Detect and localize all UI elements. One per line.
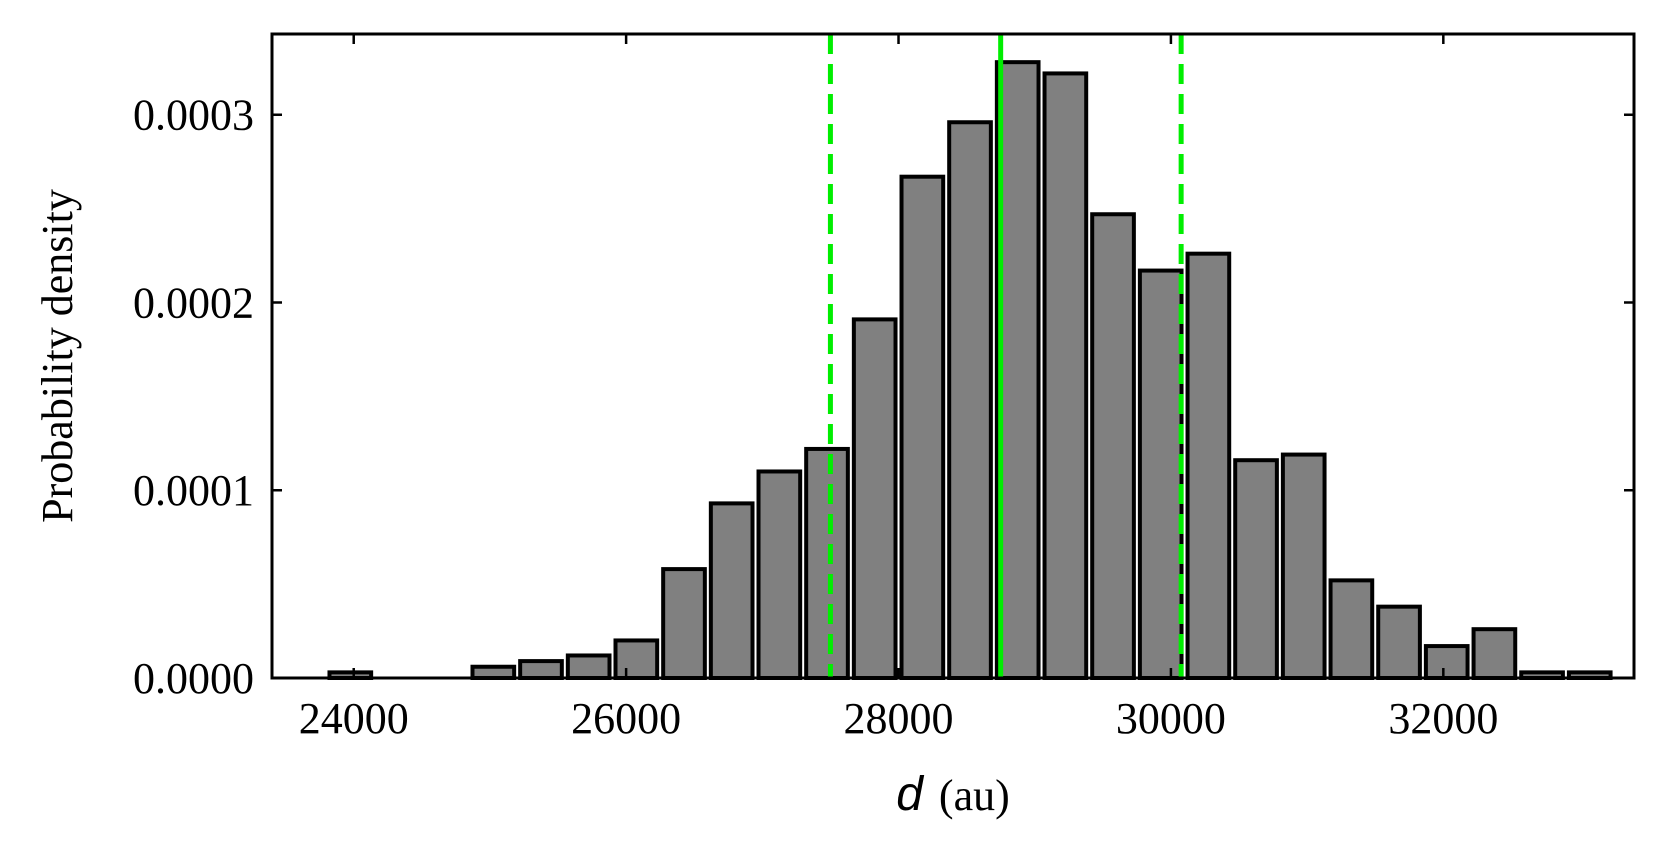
histogram-bar — [1042, 71, 1089, 680]
histogram-bar — [1233, 458, 1279, 680]
histogram-bar — [899, 174, 946, 680]
plot-frame — [270, 32, 1636, 680]
bars-group — [327, 60, 1613, 681]
histogram-bar — [470, 664, 517, 680]
histogram-bar — [804, 446, 850, 680]
histogram-bar — [1090, 212, 1136, 680]
histogram-bar — [1471, 627, 1518, 680]
y-tick-label: 0.0000 — [133, 654, 254, 703]
y-axis-label: Probability density — [33, 189, 82, 523]
histogram-bar — [661, 567, 707, 681]
x-tick-label: 30000 — [1116, 694, 1226, 743]
histogram-bar — [1423, 644, 1470, 680]
y-tick-label: 0.0003 — [133, 91, 254, 140]
y-tick-labels: 0.0000 0.0001 0.0002 0.0003 — [133, 91, 254, 703]
histogram-bar — [994, 60, 1041, 680]
reference-lines-group — [827, 34, 1184, 678]
x-axis-label: d (au) — [896, 768, 1010, 821]
histogram-bar — [1185, 251, 1232, 680]
histogram-bar — [1328, 578, 1375, 681]
x-axis-label-unit: (au) — [939, 771, 1010, 820]
histogram-bar — [708, 501, 755, 680]
y-tick-label: 0.0001 — [133, 466, 254, 515]
x-tick-labels: 24000 26000 28000 30000 32000 — [299, 694, 1499, 743]
histogram-bar — [756, 469, 803, 680]
histogram-bar — [947, 120, 993, 681]
x-tick-label: 26000 — [571, 694, 681, 743]
histogram-bar — [1376, 604, 1422, 681]
x-tick-label: 32000 — [1388, 694, 1498, 743]
x-tick-label: 24000 — [299, 694, 409, 743]
histogram-bar — [1137, 268, 1184, 680]
histogram-bar — [1280, 452, 1327, 681]
x-axis-label-variable: d — [896, 768, 924, 821]
y-tick-label: 0.0002 — [133, 278, 254, 327]
histogram-bar — [518, 659, 564, 681]
histogram-bar — [565, 653, 612, 680]
x-tick-label: 28000 — [844, 694, 954, 743]
histogram-bar — [851, 317, 898, 680]
histogram-bar — [613, 638, 660, 680]
